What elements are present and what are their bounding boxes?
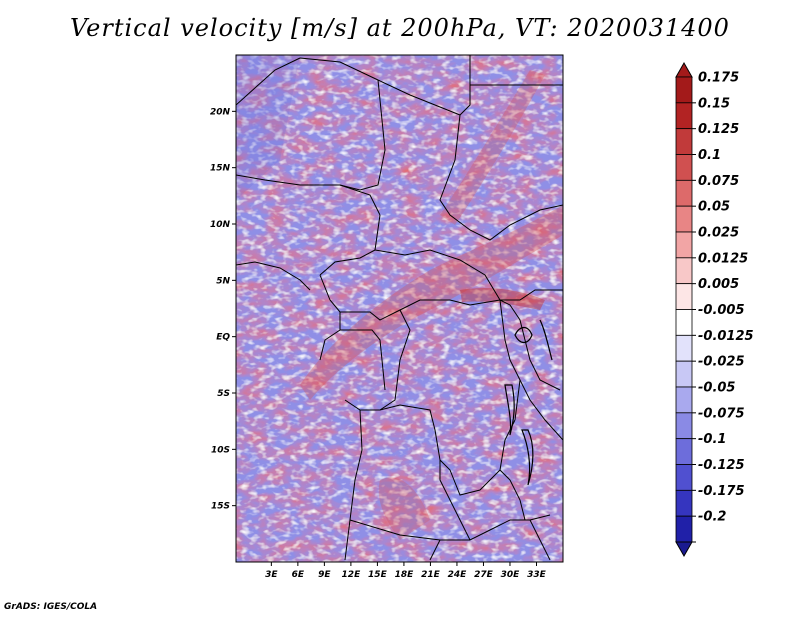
colorbar-label: -0.175 [698, 484, 745, 499]
colorbar-label: -0.125 [698, 458, 745, 473]
colorbar-box [675, 515, 693, 543]
colorbar-label: 0.075 [698, 174, 739, 189]
lon-tick-label: 33E [527, 570, 547, 580]
lon-tick-label: 15E [368, 570, 388, 580]
colorbar-boxes [675, 61, 693, 558]
colorbar-box [675, 334, 693, 362]
longitude-axis: 3E 6E 9E 12E 15E 18E 21E 24E 27E 30E 33E [265, 562, 547, 580]
colorbar-box [675, 438, 693, 465]
lon-tick-label: 12E [342, 570, 362, 580]
lon-tick-label: 18E [395, 570, 415, 580]
colorbar-label: -0.1 [698, 432, 726, 447]
colorbar-box [675, 257, 693, 285]
lat-tick-label: 15S [211, 502, 230, 512]
lat-tick-label: 15N [210, 164, 231, 174]
lon-tick-label: 3E [265, 570, 278, 580]
latitude-axis: 20N 15N 10N 5N EQ 5S 10S 15S [210, 107, 236, 512]
lat-tick-label: EQ [216, 333, 230, 343]
colorbar-label: 0.025 [698, 226, 739, 241]
colorbar-label: 0.15 [698, 96, 730, 111]
lon-tick-label: 30E [501, 570, 521, 580]
lon-tick-label: 9E [318, 570, 331, 580]
plot-frame [235, 54, 564, 563]
lat-tick-label: 5N [216, 276, 230, 286]
colorbar-box [675, 464, 693, 491]
velocity-field [236, 55, 563, 562]
colorbar-box [675, 412, 693, 440]
colorbar-box [675, 489, 693, 517]
colorbar-label: 0.125 [698, 122, 739, 137]
colorbar-box [675, 205, 693, 233]
colorbar-bottom-arrow [675, 541, 693, 558]
grads-credit: GrADS: IGES/COLA [4, 602, 98, 612]
lat-tick-label: 10N [210, 220, 231, 230]
lon-tick-label: 21E [421, 570, 441, 580]
colorbar-top-arrow [675, 61, 693, 78]
colorbar-label: 0.1 [698, 148, 721, 163]
map-title: Vertical velocity [m/s] at 200hPa, VT: 2… [70, 14, 730, 42]
colorbar-label: 0.175 [698, 71, 739, 86]
colorbar-box [675, 154, 693, 181]
country-borders [236, 55, 563, 561]
colorbar-box [675, 102, 693, 130]
lat-tick-label: 20N [210, 107, 231, 117]
colorbar-box [675, 231, 693, 259]
colorbar-box [675, 283, 693, 310]
colorbar-label: -0.2 [698, 510, 726, 525]
colorbar-box [675, 128, 693, 155]
lakes [504, 319, 553, 486]
colorbar-labels: 0.175 0.15 0.125 0.1 0.075 0.05 0.025 0.0125 0.0… [692, 71, 754, 543]
colorbar-box [675, 76, 693, 104]
colorbar-box [675, 309, 693, 336]
lon-tick-label: 24E [448, 570, 468, 580]
lon-tick-label: 6E [292, 570, 305, 580]
colorbar-box [675, 360, 693, 388]
colorbar-label: 0.0125 [698, 251, 748, 266]
colorbar-label: -0.005 [698, 303, 745, 318]
colorbar-label: -0.05 [698, 381, 735, 396]
colorbar-label: -0.075 [698, 406, 745, 421]
colorbar-box [675, 386, 693, 414]
lat-tick-label: 10S [211, 445, 230, 455]
colorbar-label: -0.0125 [698, 329, 754, 344]
colorbar-label: -0.025 [698, 355, 745, 370]
lon-tick-label: 27E [474, 570, 494, 580]
colorbar-label: 0.05 [698, 200, 730, 215]
lat-tick-label: 5S [217, 389, 230, 399]
colorbar-label: 0.005 [698, 277, 739, 292]
colorbar-box [675, 179, 693, 207]
